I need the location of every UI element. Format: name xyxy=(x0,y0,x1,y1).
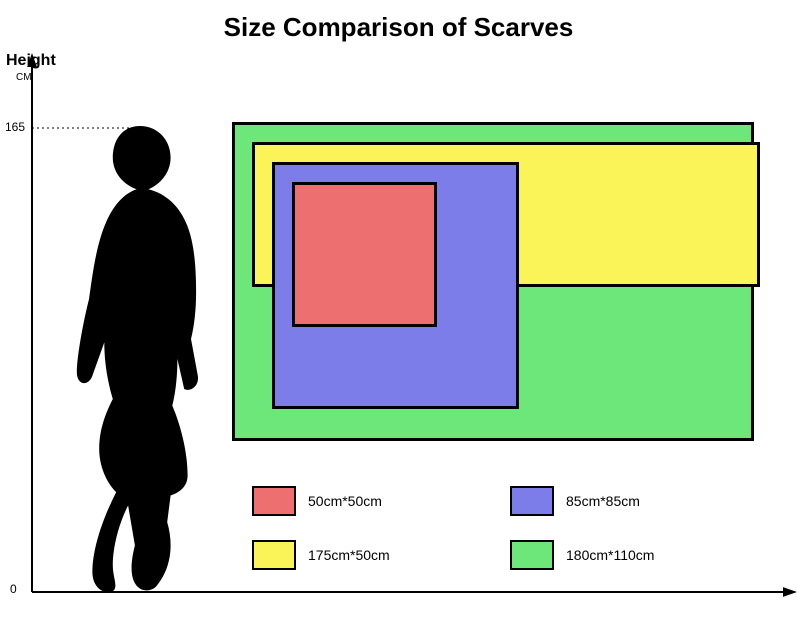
person-silhouette xyxy=(55,126,225,592)
chart-stage: Size Comparison of Scarves Height CM 165… xyxy=(0,0,797,617)
legend-label: 85cm*85cm xyxy=(566,493,640,509)
legend-label: 180cm*110cm xyxy=(566,547,654,563)
legend-label: 50cm*50cm xyxy=(308,493,382,509)
scarf-box xyxy=(292,182,437,327)
legend-swatch xyxy=(510,540,554,570)
legend-label: 175cm*50cm xyxy=(308,547,390,563)
legend-swatch xyxy=(510,486,554,516)
legend-swatch xyxy=(252,540,296,570)
legend-swatch xyxy=(252,486,296,516)
